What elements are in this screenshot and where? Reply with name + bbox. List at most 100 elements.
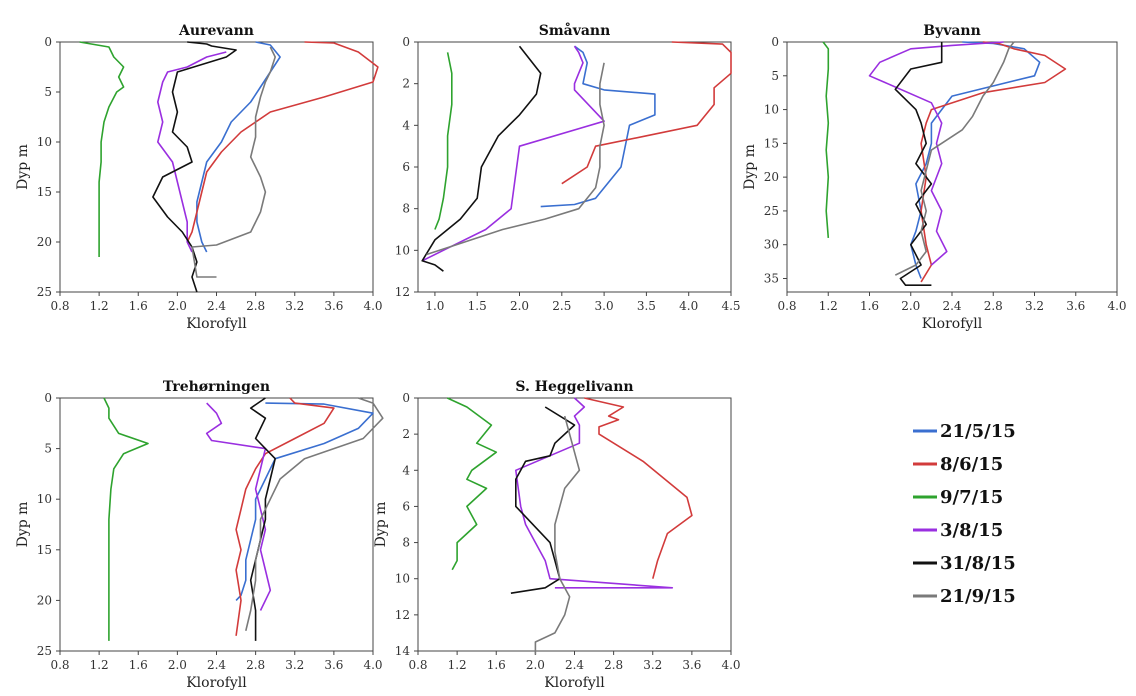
- panel-title: Aurevann: [178, 23, 254, 39]
- x-tick-label: 0.8: [777, 299, 796, 313]
- legend-label: 8/6/15: [940, 454, 1003, 475]
- x-tick-label: 3.6: [324, 299, 343, 313]
- panel-title: Byvann: [923, 23, 981, 39]
- x-tick-label: 1.0: [425, 299, 444, 313]
- legend-label: 3/8/15: [940, 520, 1003, 541]
- x-tick-label: 3.6: [682, 658, 701, 672]
- panel-byvann: Byvann 0.8 1.2 1.6 2.0 2.4 2.8 3.2 3.6 4.0 0 5 10 15 2…: [742, 23, 1127, 332]
- plot-frame: [59, 397, 374, 652]
- x-tick-label: 3.2: [285, 658, 304, 672]
- y-axis-label: Dyp m: [742, 144, 758, 190]
- x-tick-label: 4.5: [721, 299, 740, 313]
- y-tick-label: 0: [402, 35, 410, 49]
- x-tick-label: 4.0: [679, 299, 698, 313]
- x-tick-label: 2.4: [942, 299, 961, 313]
- y-axis-label: Dyp m: [15, 144, 31, 190]
- y-tick-label: 10: [37, 135, 52, 149]
- series-line-21-5-15: [540, 45, 656, 208]
- plot-frame: [417, 397, 732, 652]
- series-line-31-8-15: [510, 406, 576, 594]
- x-tick-label: 3.2: [643, 658, 662, 672]
- x-tick-label: 2.4: [565, 658, 584, 672]
- legend: 21/5/15 8/6/15 9/7/15 3/8/15 31/8/15 21/9/15: [913, 421, 1016, 607]
- panel-aurevann: Aurevann 0.8 1.2 1.6 2.0 2.4 2.8 3.2 3.6 4.0 0 5 10 1…: [15, 23, 383, 332]
- y-tick-label: 8: [402, 536, 410, 550]
- x-tick-label: 2.0: [168, 658, 187, 672]
- panel-s-heggelivann: S. Heggelivann 0.8 1.2 1.6 2.0 2.4 2.8 3.2 3.6 4.…: [373, 379, 741, 691]
- series-line-3-8-15: [514, 397, 674, 589]
- y-tick-label: 0: [44, 391, 52, 405]
- y-tick-label: 25: [764, 204, 779, 218]
- plot-frame: [417, 41, 732, 293]
- y-tick-label: 30: [764, 238, 779, 252]
- series-line-9-7-15: [434, 52, 453, 230]
- x-tick-label: 3.0: [595, 299, 614, 313]
- y-tick-label: 6: [402, 160, 410, 174]
- series-line-31-8-15: [421, 45, 542, 272]
- y-tick-label: 0: [402, 391, 410, 405]
- x-tick-label: 1.6: [860, 299, 879, 313]
- y-tick-label: 0: [44, 35, 52, 49]
- x-tick-label: 1.6: [129, 658, 148, 672]
- series-line-3-8-15: [868, 41, 1004, 266]
- x-tick-label: 4.0: [1107, 299, 1126, 313]
- x-tick-label: 4.0: [721, 658, 740, 672]
- y-tick-label: 14: [395, 644, 411, 658]
- x-axis-label: Klorofyll: [544, 675, 605, 691]
- series-line-9-7-15: [446, 397, 498, 571]
- x-tick-label: 3.6: [1066, 299, 1085, 313]
- series-line-21-9-15: [426, 62, 605, 256]
- x-tick-label: 2.0: [168, 299, 187, 313]
- x-tick-label: 3.5: [637, 299, 656, 313]
- x-tick-label: 2.4: [207, 658, 226, 672]
- y-tick-label: 20: [764, 170, 779, 184]
- y-tick-label: 0: [771, 35, 779, 49]
- x-tick-label: 3.6: [324, 658, 343, 672]
- x-tick-label: 3.2: [285, 299, 304, 313]
- series-line-9-7-15: [103, 397, 149, 641]
- series-line-21-5-15: [235, 402, 374, 601]
- series-line-31-8-15: [249, 397, 277, 641]
- x-tick-label: 1.2: [819, 299, 838, 313]
- legend-label: 21/5/15: [940, 421, 1016, 442]
- y-tick-label: 35: [764, 271, 779, 285]
- series-line-21-9-15: [894, 41, 1015, 276]
- y-tick-label: 10: [395, 572, 410, 586]
- x-axis-label: Klorofyll: [922, 316, 983, 332]
- y-tick-label: 10: [395, 243, 410, 257]
- x-tick-label: 1.2: [448, 658, 467, 672]
- x-tick-label: 2.0: [526, 658, 545, 672]
- y-axis-label: Dyp m: [15, 502, 31, 548]
- x-tick-label: 4.0: [363, 299, 382, 313]
- x-tick-label: 1.6: [487, 658, 506, 672]
- plot-frame: [786, 41, 1118, 293]
- x-tick-label: 0.8: [50, 658, 69, 672]
- x-tick-label: 4.0: [363, 658, 382, 672]
- y-tick-label: 5: [44, 85, 52, 99]
- y-axis-label: Dyp m: [373, 502, 389, 548]
- panel-trehorningen: Trehørningen 0.8 1.2 1.6 2.0 2.4 2.8 3.2 3.6 4.0 0…: [15, 379, 384, 691]
- series-line-9-7-15: [822, 41, 830, 238]
- series-line-21-9-15: [534, 415, 581, 655]
- y-tick-label: 20: [37, 235, 52, 249]
- series-line-8-6-15: [584, 397, 693, 579]
- y-tick-label: 25: [37, 644, 52, 658]
- x-tick-label: 0.8: [50, 299, 69, 313]
- x-tick-label: 2.8: [984, 299, 1003, 313]
- x-tick-label: 3.2: [1025, 299, 1044, 313]
- x-axis-label: Klorofyll: [186, 316, 247, 332]
- legend-label: 31/8/15: [940, 553, 1016, 574]
- series-line-21-5-15: [196, 41, 281, 253]
- series-line-31-8-15: [152, 41, 237, 293]
- series-line-31-8-15: [894, 42, 943, 287]
- panel-title: Trehørningen: [163, 379, 270, 395]
- y-tick-label: 12: [395, 285, 410, 299]
- x-axis-label: Klorofyll: [186, 675, 247, 691]
- x-tick-label: 1.2: [90, 658, 109, 672]
- series-line-3-8-15: [205, 402, 272, 611]
- series-line-8-6-15: [235, 397, 335, 636]
- legend-label: 9/7/15: [940, 487, 1003, 508]
- y-tick-label: 20: [37, 593, 52, 607]
- panel-title: S. Heggelivann: [515, 379, 633, 395]
